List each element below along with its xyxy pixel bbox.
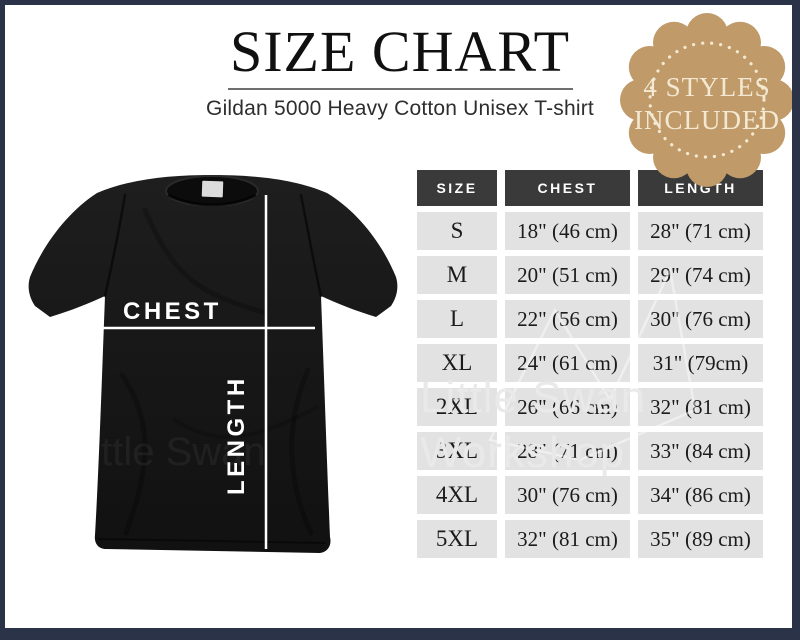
table-cell-size: 4XL [417,476,497,514]
table-cell-size: XL [417,344,497,382]
page-title: SIZE CHART [229,19,571,84]
table-cell-chest: 28" (71 cm) [505,432,630,470]
table-cell-size: 5XL [417,520,497,558]
table-cell-length: 31" (79cm) [638,344,763,382]
table-cell-chest: 22" (56 cm) [505,300,630,338]
column-header-chest: CHEST [505,170,630,206]
badge-line2: INCLUDED [634,105,780,135]
table-cell-chest: 26" (66 cm) [505,388,630,426]
table-cell-chest: 18" (46 cm) [505,212,630,250]
shirt-watermark: Little Swan [70,430,266,474]
header: SIZE CHART Gildan 5000 Heavy Cotton Unis… [0,19,800,121]
badge-dotted-ring [648,41,766,159]
length-label: LENGTH [223,375,250,495]
table-cell-length: 29" (74 cm) [638,256,763,294]
neck-tag [201,180,224,198]
table-cell-chest: 32" (81 cm) [505,520,630,558]
table-cell-length: 35" (89 cm) [638,520,763,558]
table-cell-length: 33" (84 cm) [638,432,763,470]
tshirt-silhouette [28,175,398,553]
table-cell-size: 2XL [417,388,497,426]
scallop-seal-icon [620,13,794,187]
size-table: SIZE CHEST LENGTH S 18" (46 cm) 28" (71 … [417,170,763,558]
chest-label: CHEST [123,298,222,325]
table-cell-length: 28" (71 cm) [638,212,763,250]
table-cell-size: L [417,300,497,338]
table-cell-chest: 24" (61 cm) [505,344,630,382]
badge-line1: 4 STYLES [643,72,770,102]
page-subtitle: Gildan 5000 Heavy Cotton Unisex T-shirt [206,96,594,120]
table-cell-size: S [417,212,497,250]
table-cell-size: M [417,256,497,294]
table-cell-chest: 30" (76 cm) [505,476,630,514]
table-cell-chest: 20" (51 cm) [505,256,630,294]
table-cell-length: 30" (76 cm) [638,300,763,338]
table-cell-length: 34" (86 cm) [638,476,763,514]
title-underline [227,87,573,90]
column-header-size: SIZE [417,170,497,206]
table-cell-size: 3XL [417,432,497,470]
table-cell-length: 32" (81 cm) [638,388,763,426]
styles-included-badge: 4 STYLES INCLUDED [620,13,794,187]
tshirt-diagram: Little Swan CHEST LENGTH [28,175,398,553]
